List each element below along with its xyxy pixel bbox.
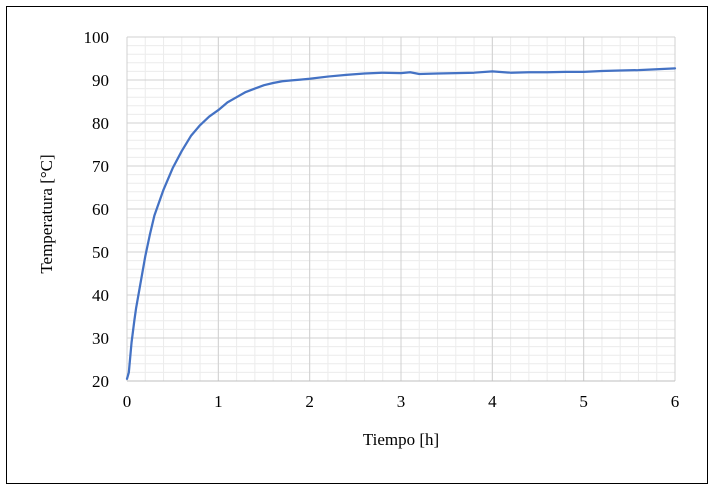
y-tick-label: 70 — [92, 157, 109, 176]
y-tick-label: 90 — [92, 71, 109, 90]
y-tick-label: 100 — [84, 28, 110, 47]
y-axis-ticks: 20 30 40 50 60 70 80 90 100 — [84, 28, 110, 391]
series-line-temperature — [125, 67, 677, 380]
x-tick-label: 6 — [671, 392, 680, 411]
x-tick-label: 3 — [397, 392, 406, 411]
major-gridlines — [126, 36, 676, 382]
y-tick-label: 50 — [92, 243, 109, 262]
chart-frame: 0 1 2 3 4 5 6 20 30 40 50 60 70 80 90 100 Tiempo [h] T… — [6, 6, 708, 484]
y-tick-label: 80 — [92, 114, 109, 133]
line-chart: 0 1 2 3 4 5 6 20 30 40 50 60 70 80 90 100 Tiempo [h] T… — [37, 28, 680, 449]
x-axis-title: Tiempo [h] — [363, 430, 439, 449]
x-tick-label: 5 — [579, 392, 588, 411]
series-layer — [125, 67, 677, 380]
x-tick-label: 2 — [305, 392, 314, 411]
x-axis-ticks: 0 1 2 3 4 5 6 — [123, 392, 680, 411]
x-tick-label: 4 — [488, 392, 497, 411]
x-tick-label: 0 — [123, 392, 132, 411]
y-tick-label: 40 — [92, 286, 109, 305]
y-tick-label: 30 — [92, 329, 109, 348]
y-tick-label: 20 — [92, 372, 109, 391]
x-tick-label: 1 — [214, 392, 223, 411]
y-axis-title: Temperatura [°C] — [37, 154, 56, 273]
y-tick-label: 60 — [92, 200, 109, 219]
